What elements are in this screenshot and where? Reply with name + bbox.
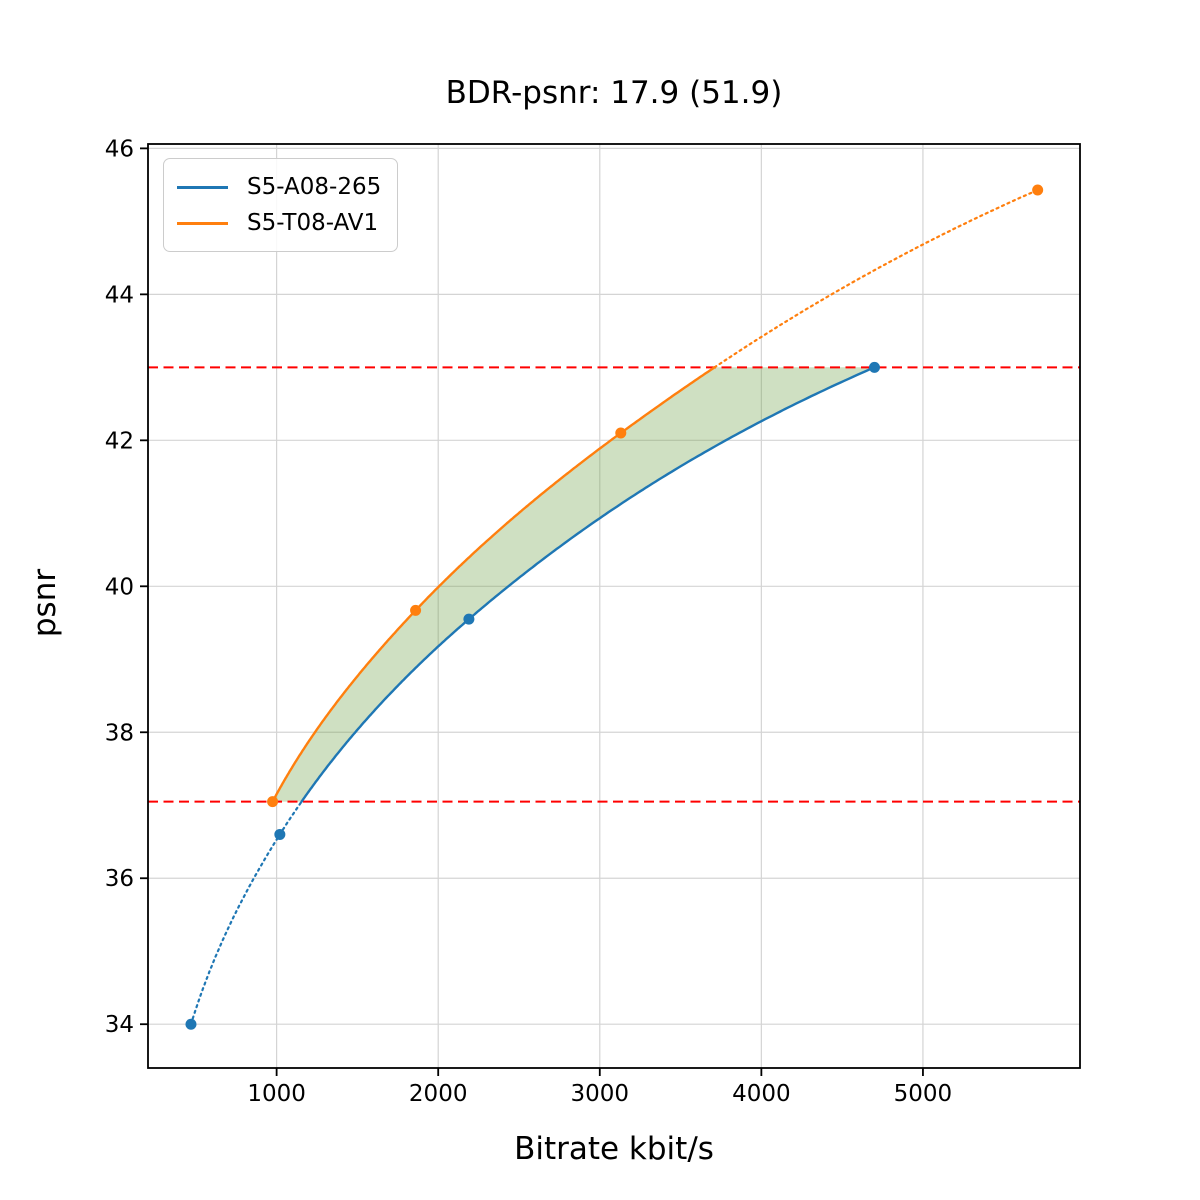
y-tick-label: 40 bbox=[105, 574, 134, 600]
plot-border bbox=[147, 143, 1081, 1069]
x-tick-label: 5000 bbox=[894, 1081, 953, 1107]
chart-title: BDR-psnr: 17.9 (51.9) bbox=[445, 75, 783, 111]
series-curve-dotted-0 bbox=[189, 800, 303, 1026]
y-tick-label: 44 bbox=[105, 282, 134, 308]
y-tick-label: 46 bbox=[105, 136, 134, 162]
series-curve-solid-0 bbox=[300, 366, 876, 803]
legend-label: S5-T08-AV1 bbox=[247, 210, 379, 236]
x-tick-label: 3000 bbox=[571, 1081, 630, 1107]
y-tick-label: 42 bbox=[105, 428, 134, 454]
data-point-marker bbox=[615, 427, 627, 439]
series-curve-dotted-1 bbox=[713, 188, 1039, 369]
series-curve-solid-1 bbox=[271, 366, 716, 803]
x-tick-label: 1000 bbox=[247, 1081, 306, 1107]
data-point-marker bbox=[185, 1018, 197, 1030]
bd-fill-region bbox=[272, 367, 875, 802]
x-tick-label: 2000 bbox=[409, 1081, 468, 1107]
y-tick-label: 38 bbox=[105, 720, 134, 746]
legend: S5-A08-265 S5-T08-AV1 bbox=[163, 158, 399, 252]
x-tick-label: 4000 bbox=[732, 1081, 791, 1107]
data-point-marker bbox=[274, 828, 286, 840]
y-tick-label: 36 bbox=[105, 866, 134, 892]
legend-line-sample-orange bbox=[177, 221, 228, 225]
y-axis-label: psnr bbox=[27, 568, 63, 638]
data-point-marker bbox=[1032, 184, 1044, 196]
x-axis-label: Bitrate kbit/s bbox=[514, 1131, 714, 1167]
data-point-marker bbox=[868, 361, 880, 373]
legend-line-sample-blue bbox=[177, 185, 228, 189]
data-point-marker bbox=[267, 796, 279, 808]
legend-entry-series-0: S5-A08-265 bbox=[177, 169, 381, 205]
data-point-marker bbox=[410, 604, 422, 616]
legend-entry-series-1: S5-T08-AV1 bbox=[177, 205, 381, 241]
legend-label: S5-A08-265 bbox=[247, 174, 382, 200]
y-tick-label: 34 bbox=[105, 1012, 134, 1038]
data-point-marker bbox=[463, 613, 475, 625]
